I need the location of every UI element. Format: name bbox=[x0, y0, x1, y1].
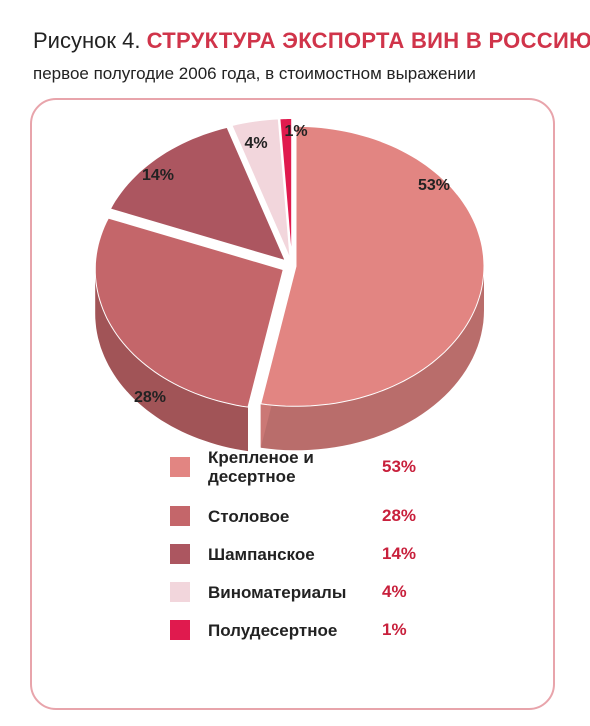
pie-value-label-3: 4% bbox=[244, 135, 267, 152]
pie-slice-3 bbox=[231, 118, 291, 259]
pie-slice-side-0 bbox=[260, 266, 484, 451]
legend-value: 4% bbox=[382, 582, 407, 601]
pie-value-label-2: 14% bbox=[142, 167, 174, 184]
legend-item-table: Столовое 28% bbox=[170, 498, 440, 534]
pie-slice-4 bbox=[279, 118, 293, 259]
pie-value-label-0: 53% bbox=[418, 177, 450, 194]
legend-item-wine-materials: Виноматериалы 4% bbox=[170, 574, 440, 610]
chart-subtitle: первое полугодие 2006 года, в стоимостно… bbox=[33, 64, 476, 83]
legend-value: 14% bbox=[382, 544, 417, 563]
legend-item-semi-dessert: Полудесертное 1% bbox=[170, 612, 440, 648]
legend: Крепленое и десертное 53% Столовое 28% Ш… bbox=[170, 444, 440, 650]
legend-label: Виноматериалы bbox=[208, 582, 347, 602]
legend-value: 1% bbox=[382, 620, 407, 639]
legend-value: 53% bbox=[382, 457, 417, 476]
legend-label: Шампанское bbox=[208, 544, 315, 564]
legend-swatch bbox=[170, 582, 190, 602]
pie-slice-0 bbox=[260, 125, 485, 407]
legend-item-champagne: Шампанское 14% bbox=[170, 536, 440, 572]
legend-swatch bbox=[170, 457, 190, 477]
legend-swatch bbox=[170, 544, 190, 564]
pie-slice-1 bbox=[94, 217, 284, 408]
title-main: СТРУКТУРА ЭКСПОРТА ВИН В РОССИЮ, bbox=[146, 28, 590, 53]
chart-frame bbox=[30, 98, 555, 710]
pie-value-label-4: 1% bbox=[284, 123, 307, 140]
legend-swatch bbox=[170, 620, 190, 640]
chart-title: Рисунок 4. СТРУКТУРА ЭКСПОРТА ВИН В РОСС… bbox=[33, 28, 590, 54]
legend-label: Столовое bbox=[208, 506, 290, 526]
pie-slice-2 bbox=[109, 126, 287, 262]
legend-value: 28% bbox=[382, 506, 417, 525]
pie-slice-side-1 bbox=[95, 269, 248, 452]
legend-swatch bbox=[170, 506, 190, 526]
pie-value-label-1: 28% bbox=[134, 389, 166, 406]
legend-label: Полудесертное bbox=[208, 620, 338, 640]
legend-label: Крепленое и десертное bbox=[208, 448, 314, 486]
legend-item-fortified: Крепленое и десертное 53% bbox=[170, 444, 440, 490]
figure-number: Рисунок 4. bbox=[33, 28, 141, 53]
